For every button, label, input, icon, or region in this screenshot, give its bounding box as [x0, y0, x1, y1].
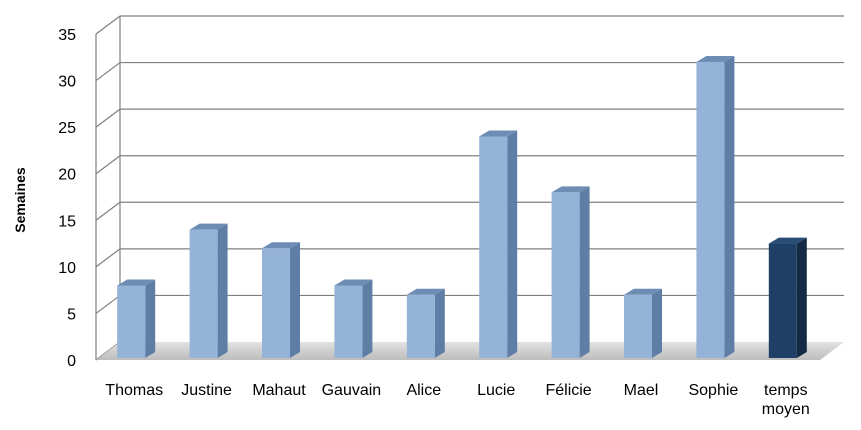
bar	[189, 223, 228, 358]
x-category-label: Alice	[406, 382, 441, 399]
x-category-label: Félicie	[545, 382, 591, 399]
x-category-label: Mahaut	[252, 382, 306, 399]
x-category-label: Gauvain	[322, 382, 382, 399]
x-category-label: Justine	[181, 382, 232, 399]
y-tick-label: 20	[58, 167, 76, 184]
x-category-label: temps moyen	[762, 382, 810, 418]
y-tick-label: 5	[67, 306, 76, 323]
y-tick-label: 0	[67, 353, 76, 370]
gridline	[95, 15, 844, 35]
bar	[624, 288, 662, 358]
bar	[551, 186, 590, 358]
bar-average	[768, 237, 807, 358]
y-tick-label: 25	[58, 120, 76, 137]
bar	[117, 279, 156, 358]
y-tick-label: 30	[58, 74, 76, 91]
bar	[334, 279, 373, 358]
x-category-label: Lucie	[477, 382, 515, 399]
bar	[262, 242, 300, 358]
x-axis-categories: Thomas Justine Mahaut Gauvain Alice Lucie Féli…	[105, 382, 810, 418]
y-axis-ticks: 0 5 10 15 20 25 30 35	[58, 27, 76, 370]
y-tick-label: 15	[58, 213, 76, 230]
bar	[479, 130, 518, 358]
y-tick-label: 35	[58, 27, 76, 44]
y-tick-label: 10	[58, 260, 76, 277]
y-axis-label: Semaines	[12, 167, 28, 233]
bar	[696, 55, 735, 358]
bar	[406, 288, 445, 358]
x-category-label: Sophie	[688, 382, 738, 399]
x-category-label: Thomas	[105, 382, 163, 399]
bars	[117, 55, 807, 358]
x-category-label: Mael	[624, 382, 659, 399]
